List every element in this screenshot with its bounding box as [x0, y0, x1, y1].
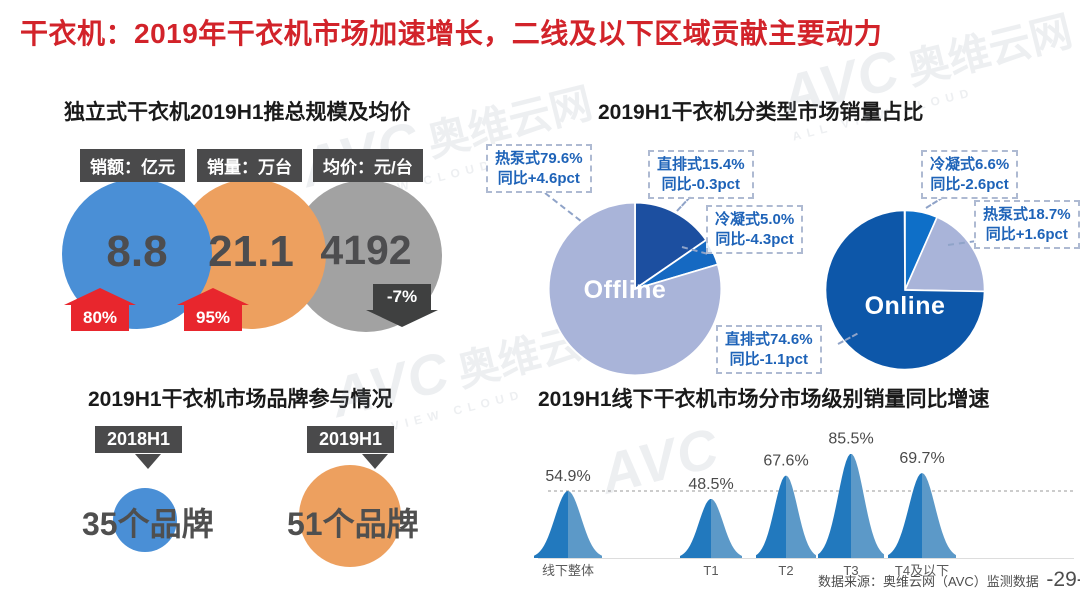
callout-online-condenser: 冷凝式6.6% 同比-2.6pct	[921, 150, 1019, 199]
bell-T3	[818, 454, 884, 558]
decline-value: -7%	[373, 284, 431, 310]
decline-arrow-down-icon: -7%	[366, 284, 438, 327]
sales-volume-number: 21.1	[208, 227, 294, 276]
value-label: 85.5%	[828, 431, 873, 448]
page-title: 干衣机：2019年干衣机市场加速增长，二线及以下区域贡献主要动力	[20, 18, 883, 49]
growth-arrow-up-icon: 80%	[64, 288, 136, 331]
value-label: 69.7%	[899, 450, 944, 467]
category-label: T1	[703, 563, 718, 578]
growth-value: 95%	[184, 305, 242, 331]
page-number: -29-	[1046, 568, 1080, 591]
metric-tag-avg-price: 均价：元/台	[313, 149, 423, 182]
online-pie-chart	[824, 209, 986, 371]
tier-growth-chart: 54.9% 线下整体 48.5% T1 67.6% T2 85.5% T3 69.7% T4及以下	[534, 431, 1074, 578]
scale-section-title: 独立式干衣机2019H1推总规模及均价	[64, 101, 411, 124]
arrow-head	[177, 288, 249, 305]
brand-circle-2019	[299, 465, 401, 567]
growth-value: 80%	[71, 305, 129, 331]
bell-线下整体	[534, 491, 602, 558]
brand-circle-2018	[113, 488, 177, 552]
sales-value-number: 8.8	[106, 227, 168, 276]
period-tag-2019h1: 2019H1	[307, 426, 395, 453]
period-tag-2018h1: 2018H1	[95, 426, 183, 453]
bell-T1	[680, 499, 742, 558]
growth-arrow-up-icon: 95%	[177, 288, 249, 331]
callout-online-vented: 直排式74.6% 同比-1.1pct	[716, 325, 822, 374]
pie-slice-直排式	[634, 201, 708, 291]
bell-T2	[756, 475, 816, 558]
callout-online-heatpump: 热泵式18.7% 同比+1.6pct	[974, 200, 1080, 249]
arrow-head	[366, 310, 438, 327]
category-label: T3	[843, 563, 858, 578]
brand-count-2018: 35个品牌	[82, 506, 214, 542]
arrow-head	[64, 288, 136, 305]
category-label: 线下整体	[542, 563, 594, 578]
category-label: T2	[778, 563, 793, 578]
data-source-footer: 数据来源：奥维云网（AVC）监测数据 -29-	[818, 568, 1080, 592]
metric-tag-sales-value: 销额：亿元	[80, 149, 185, 182]
pie-slice-热泵式	[547, 201, 723, 377]
metric-tag-sales-volume: 销量：万台	[197, 149, 302, 182]
callout-offline-heatpump: 热泵式79.6% 同比+4.6pct	[486, 144, 592, 193]
tag-pointer-icon	[362, 454, 388, 469]
online-label: Online	[864, 292, 946, 320]
value-label: 48.5%	[688, 476, 733, 493]
bell-T4及以下	[888, 473, 956, 558]
category-label: T4及以下	[895, 563, 949, 578]
callout-offline-condenser: 冷凝式5.0% 同比-4.3pct	[706, 205, 804, 254]
data-source-text: 数据来源：奥维云网（AVC）监测数据	[818, 574, 1039, 589]
offline-pie-chart	[547, 201, 723, 377]
offline-label: Offline	[583, 276, 667, 304]
avg-price-number: 4192	[320, 227, 412, 273]
pie-slice-热泵式	[903, 216, 986, 293]
type-share-title: 2019H1干衣机分类型市场销量占比	[598, 101, 924, 124]
callout-offline-vented: 直排式15.4% 同比-0.3pct	[648, 150, 754, 199]
value-label: 67.6%	[763, 453, 808, 470]
value-label: 54.9%	[545, 468, 590, 485]
pie-slice-直排式	[824, 209, 986, 371]
brand-count-2019: 51个品牌	[287, 506, 419, 542]
tier-growth-title: 2019H1线下干衣机市场分市场级别销量同比增速	[538, 388, 990, 411]
tag-pointer-icon	[135, 454, 161, 469]
brand-section-title: 2019H1干衣机市场品牌参与情况	[88, 388, 393, 411]
